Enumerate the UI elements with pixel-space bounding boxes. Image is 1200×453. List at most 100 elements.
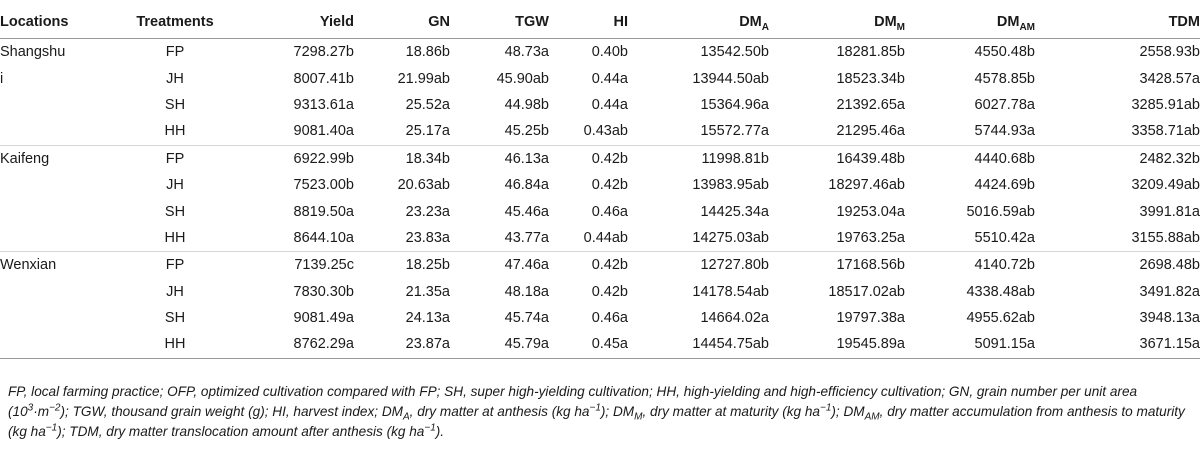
cell-yield: 9081.49a (293, 310, 354, 327)
table-row: SH 9081.49a 24.13a 45.74a 0.46a 14664.02a 1979… (0, 305, 1200, 331)
header-dmm-base: DM (874, 14, 897, 30)
cell-yield: 9313.61a (293, 96, 354, 113)
cell-hi: 0.42b (549, 251, 628, 279)
cell-dmam: 4424.69b (974, 177, 1035, 194)
cell-dmm: 18523.34b (836, 70, 905, 87)
cell-tdm: 2558.93b (1139, 44, 1200, 61)
footnote-sup: −1 (589, 402, 601, 414)
cell-tdm: 3948.13a (1139, 310, 1200, 327)
cell-tgw: 45.90ab (496, 70, 549, 87)
cell-dmam: 5016.59ab (966, 203, 1035, 220)
cell-treatment: JH (166, 70, 184, 87)
cell-dmam: 4955.62ab (966, 310, 1035, 327)
header-tgw: TGW (450, 6, 549, 39)
footnote-sup: −1 (424, 422, 436, 434)
cell-tgw: 46.13a (450, 144, 549, 172)
cell-treatment: FP (120, 144, 230, 172)
table-row: HH 9081.40a 25.17a 45.25b 0.43ab 15572.77a 212… (0, 118, 1200, 145)
cell-gn: 24.13a (405, 310, 450, 327)
header-locations: Locations (0, 6, 120, 39)
cell-location: Wenxian (0, 251, 120, 279)
cell-treatment: HH (164, 229, 186, 246)
header-hi: HI (549, 6, 628, 39)
cell-gn: 21.99ab (397, 70, 450, 87)
cell-dma: 13983.95ab (692, 177, 769, 194)
table-row: HH 8644.10a 23.83a 43.77a 0.44ab 14275.03ab 19… (0, 225, 1200, 252)
footnote-text: , dry matter at maturity (kg ha (642, 403, 820, 419)
cell-tdm: 3671.15a (1035, 331, 1200, 359)
table-row: i JH 8007.41b 21.99ab 45.90ab 0.44a 13944.50ab… (0, 65, 1200, 91)
cell-dmm: 21295.46a (836, 123, 905, 140)
cell-gn: 23.83a (405, 229, 450, 246)
cell-dmam: 4578.85b (974, 70, 1035, 87)
header-dmam-base: DM (996, 14, 1020, 30)
cell-tgw: 45.25b (504, 123, 549, 140)
cell-treatment: HH (164, 123, 186, 140)
footnote-text: ·m (33, 403, 50, 419)
cell-location (0, 225, 120, 252)
cell-tdm: 3428.57a (1139, 70, 1200, 87)
cell-treatment: HH (120, 331, 230, 359)
cell-tdm: 3491.82a (1139, 283, 1200, 300)
header-gn: GN (354, 6, 450, 39)
cell-hi: 0.40b (591, 44, 628, 61)
cell-dmm: 21392.65a (836, 96, 905, 113)
cell-gn: 18.34b (354, 144, 450, 172)
cell-yield: 9081.40a (293, 123, 354, 140)
cell-location (0, 92, 120, 118)
cell-location (0, 172, 120, 198)
cell-treatment: JH (166, 177, 184, 194)
cell-hi: 0.42b (591, 177, 628, 194)
table-body: Shangshu FP 7298.27b 18.86b 48.73a 0.40b 13542… (0, 39, 1200, 359)
cell-location (0, 279, 120, 305)
header-tdm: TDM (1035, 6, 1200, 39)
header-dmam: DMAM (905, 6, 1035, 39)
cell-yield: 7523.00b (293, 177, 354, 194)
cell-gn: 23.87a (354, 331, 450, 359)
cell-yield: 8007.41b (293, 70, 354, 87)
cell-dmm: 19763.25a (836, 229, 905, 246)
cell-dma: 13542.50b (700, 44, 769, 61)
cell-dma: 14425.34a (700, 203, 769, 220)
cell-location (0, 305, 120, 331)
cell-tgw: 45.79a (450, 331, 549, 359)
cell-dmm: 18297.46ab (828, 177, 905, 194)
cell-hi: 0.42b (591, 283, 628, 300)
cell-location: i (0, 70, 4, 87)
cell-gn: 25.52a (405, 96, 450, 113)
cell-dmm: 16439.48b (769, 144, 905, 172)
cell-hi: 0.44a (591, 70, 628, 87)
cell-treatment: JH (166, 283, 184, 300)
cell-tdm: 3209.49ab (1131, 177, 1200, 194)
results-table: Locations Treatments Yield GN TGW HI DMA… (0, 6, 1200, 359)
cell-hi: 0.46a (591, 310, 628, 327)
cell-tgw: 48.73a (504, 44, 549, 61)
cell-dmam: 6027.78a (974, 96, 1035, 113)
footnote-text: ); DM (600, 403, 635, 419)
cell-tdm: 3155.88ab (1131, 229, 1200, 246)
cell-dma: 11998.81b (628, 144, 769, 172)
footnote-sup: −2 (49, 402, 61, 414)
cell-gn: 18.86b (405, 44, 450, 61)
cell-dmam: 5091.15a (905, 331, 1035, 359)
header-dma-sub: A (761, 21, 769, 33)
footnote-sub: M (634, 411, 643, 423)
header-dma-base: DM (739, 14, 762, 30)
cell-location (0, 331, 120, 359)
table-row: JH 7523.00b 20.63ab 46.84a 0.42b 13983.95ab 18… (0, 172, 1200, 198)
cell-tgw: 45.46a (504, 203, 549, 220)
cell-location (0, 118, 120, 145)
cell-tgw: 44.98b (504, 96, 549, 113)
footnote-text: FP, local farming practice; OFP, optimiz… (8, 384, 1138, 419)
table-row: Kaifeng FP 6922.99b 18.34b 46.13a 0.42b 11998.… (0, 144, 1200, 172)
footnote-text: , dry matter at anthesis (kg ha (409, 403, 590, 419)
footnote-text: ); TDM, dry matter translocation amount … (57, 423, 425, 439)
cell-yield: 8819.50a (293, 203, 354, 220)
footnote-sub: A (402, 411, 410, 423)
cell-dmm: 17168.56b (769, 251, 905, 279)
table-row: SH 8819.50a 23.23a 45.46a 0.46a 14425.34a 1925… (0, 198, 1200, 224)
table-row: Wenxian FP 7139.25c 18.25b 47.46a 0.42b 12727.… (0, 251, 1200, 279)
footnote-text: ). (435, 423, 445, 439)
cell-tgw: 47.46a (450, 251, 549, 279)
